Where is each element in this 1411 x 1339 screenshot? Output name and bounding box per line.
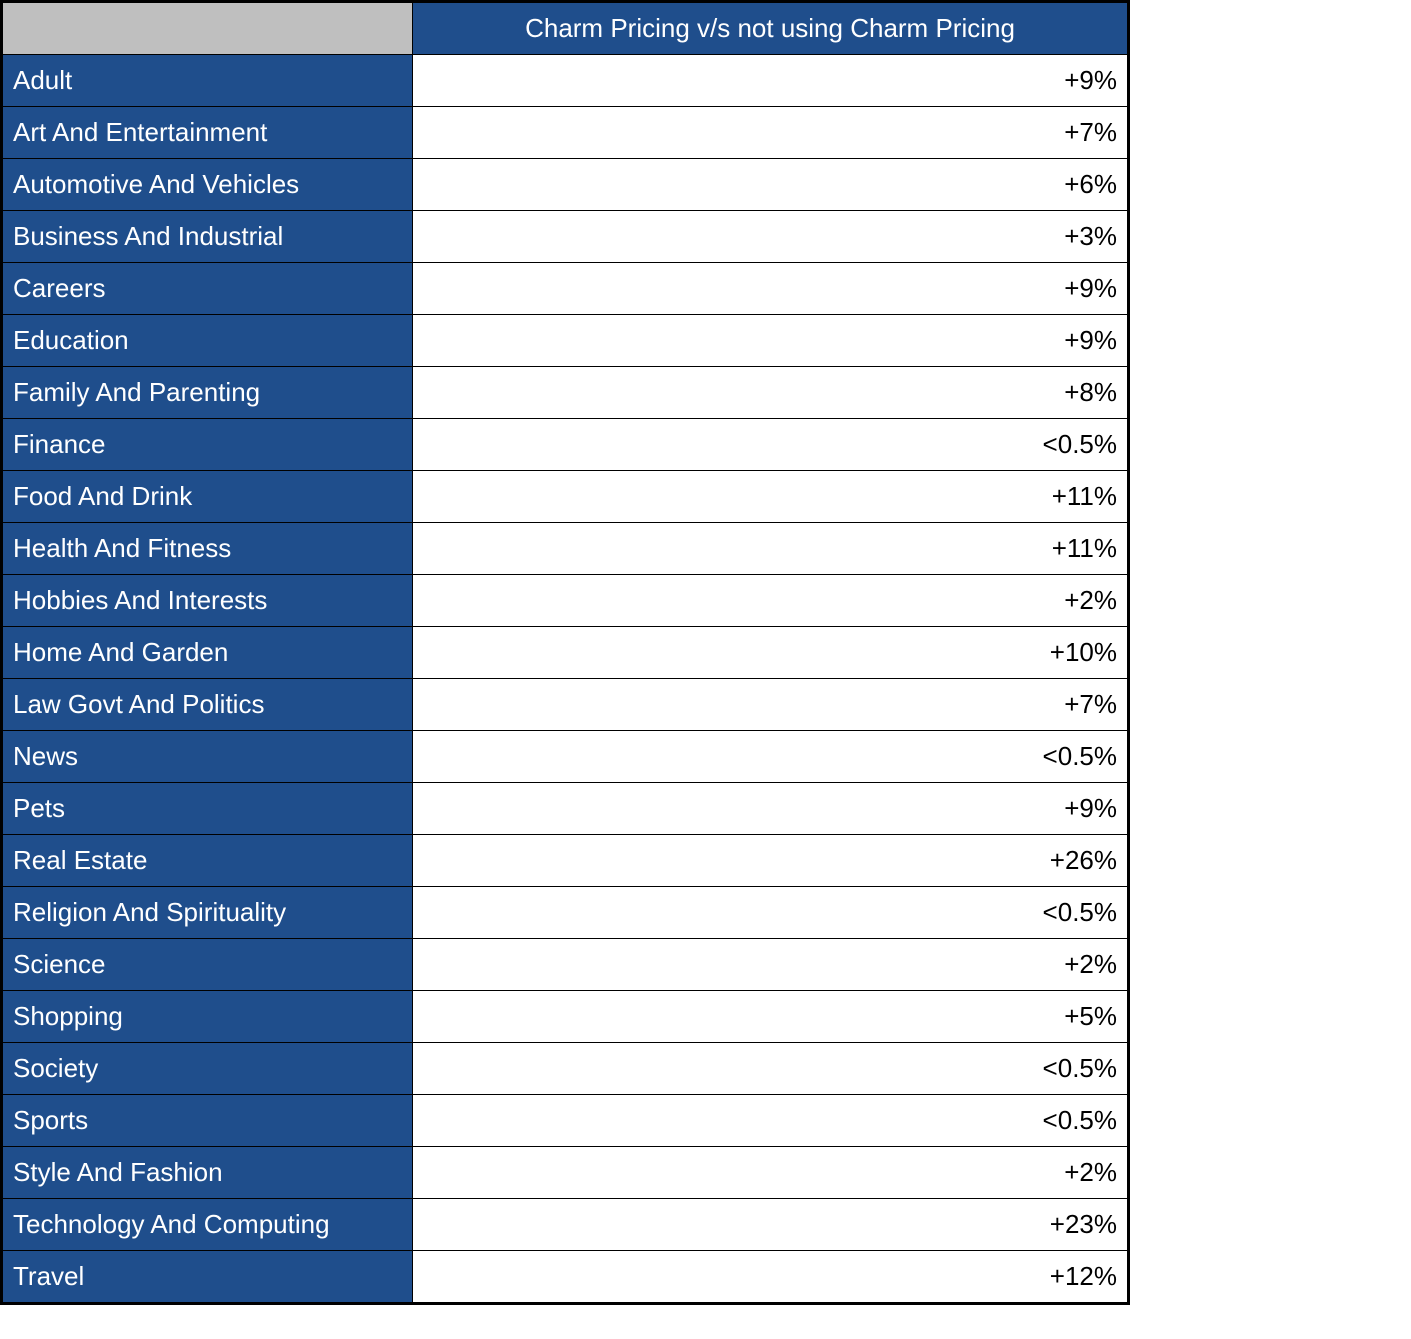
table-row: News<0.5% xyxy=(3,731,1128,783)
row-label: Careers xyxy=(3,263,413,315)
row-label: Pets xyxy=(3,783,413,835)
row-value: +12% xyxy=(413,1251,1128,1303)
row-value: +10% xyxy=(413,627,1128,679)
table-row: Education+9% xyxy=(3,315,1128,367)
row-value: <0.5% xyxy=(413,419,1128,471)
row-label: Automotive And Vehicles xyxy=(3,159,413,211)
row-value: +2% xyxy=(413,1147,1128,1199)
table-row: Law Govt And Politics+7% xyxy=(3,679,1128,731)
table-column-header: Charm Pricing v/s not using Charm Pricin… xyxy=(413,3,1128,55)
table-row: Home And Garden+10% xyxy=(3,627,1128,679)
row-value: +26% xyxy=(413,835,1128,887)
table-row: Art And Entertainment+7% xyxy=(3,107,1128,159)
table-row: Society<0.5% xyxy=(3,1043,1128,1095)
row-value: +2% xyxy=(413,939,1128,991)
table-row: Shopping+5% xyxy=(3,991,1128,1043)
table-body: Adult+9%Art And Entertainment+7%Automoti… xyxy=(3,55,1128,1303)
row-value: +9% xyxy=(413,783,1128,835)
row-label: Real Estate xyxy=(3,835,413,887)
row-label: Hobbies And Interests xyxy=(3,575,413,627)
row-label: Business And Industrial xyxy=(3,211,413,263)
table-row: Religion And Spirituality<0.5% xyxy=(3,887,1128,939)
table-row: Science+2% xyxy=(3,939,1128,991)
table-row: Technology And Computing+23% xyxy=(3,1199,1128,1251)
row-label: Home And Garden xyxy=(3,627,413,679)
row-label: News xyxy=(3,731,413,783)
row-value: <0.5% xyxy=(413,1095,1128,1147)
table-row: Real Estate+26% xyxy=(3,835,1128,887)
row-label: Health And Fitness xyxy=(3,523,413,575)
row-value: <0.5% xyxy=(413,887,1128,939)
table-row: Hobbies And Interests+2% xyxy=(3,575,1128,627)
table-row: Health And Fitness+11% xyxy=(3,523,1128,575)
row-value: +5% xyxy=(413,991,1128,1043)
row-label: Food And Drink xyxy=(3,471,413,523)
table-row: Family And Parenting+8% xyxy=(3,367,1128,419)
row-value: +7% xyxy=(413,679,1128,731)
table-corner-cell xyxy=(3,3,413,55)
row-label: Society xyxy=(3,1043,413,1095)
row-label: Shopping xyxy=(3,991,413,1043)
row-label: Technology And Computing xyxy=(3,1199,413,1251)
table-row: Careers+9% xyxy=(3,263,1128,315)
table-row: Style And Fashion+2% xyxy=(3,1147,1128,1199)
table-header-row: Charm Pricing v/s not using Charm Pricin… xyxy=(3,3,1128,55)
row-label: Sports xyxy=(3,1095,413,1147)
row-value: +3% xyxy=(413,211,1128,263)
row-value: +23% xyxy=(413,1199,1128,1251)
table-row: Travel+12% xyxy=(3,1251,1128,1303)
table-row: Automotive And Vehicles+6% xyxy=(3,159,1128,211)
table-row: Business And Industrial+3% xyxy=(3,211,1128,263)
row-label: Law Govt And Politics xyxy=(3,679,413,731)
table-row: Adult+9% xyxy=(3,55,1128,107)
row-value: +9% xyxy=(413,315,1128,367)
table-row: Pets+9% xyxy=(3,783,1128,835)
row-value: <0.5% xyxy=(413,1043,1128,1095)
row-value: <0.5% xyxy=(413,731,1128,783)
row-value: +7% xyxy=(413,107,1128,159)
row-label: Education xyxy=(3,315,413,367)
row-label: Art And Entertainment xyxy=(3,107,413,159)
row-value: +11% xyxy=(413,471,1128,523)
charm-pricing-table: Charm Pricing v/s not using Charm Pricin… xyxy=(2,2,1128,1303)
table-row: Food And Drink+11% xyxy=(3,471,1128,523)
row-value: +2% xyxy=(413,575,1128,627)
charm-pricing-table-container: Charm Pricing v/s not using Charm Pricin… xyxy=(0,0,1130,1305)
row-value: +9% xyxy=(413,263,1128,315)
row-value: +6% xyxy=(413,159,1128,211)
row-value: +9% xyxy=(413,55,1128,107)
row-label: Science xyxy=(3,939,413,991)
table-row: Finance<0.5% xyxy=(3,419,1128,471)
row-label: Religion And Spirituality xyxy=(3,887,413,939)
row-label: Adult xyxy=(3,55,413,107)
row-label: Travel xyxy=(3,1251,413,1303)
table-row: Sports<0.5% xyxy=(3,1095,1128,1147)
row-label: Style And Fashion xyxy=(3,1147,413,1199)
row-value: +8% xyxy=(413,367,1128,419)
row-label: Finance xyxy=(3,419,413,471)
row-value: +11% xyxy=(413,523,1128,575)
row-label: Family And Parenting xyxy=(3,367,413,419)
